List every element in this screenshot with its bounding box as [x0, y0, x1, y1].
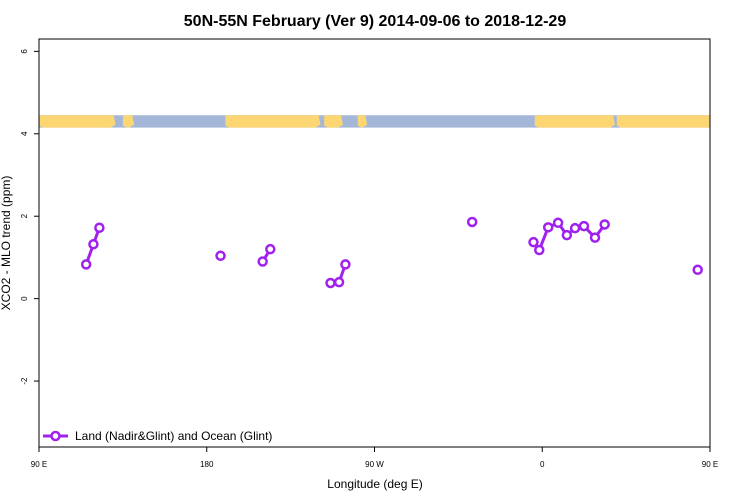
- data-point: [333, 276, 345, 288]
- x-tick-label: 180: [200, 460, 214, 469]
- legend-label: Land (Nadir&Glint) and Ocean (Glint): [75, 429, 272, 443]
- data-point: [325, 277, 336, 289]
- data-point: [578, 220, 590, 232]
- data-point: [692, 264, 703, 276]
- y-axis: -2 0 2 4 6: [20, 49, 39, 385]
- plot-area: [38, 38, 711, 448]
- map-land: [616, 115, 710, 128]
- map-land: [225, 115, 321, 128]
- series: [80, 216, 703, 289]
- legend-marker: [50, 430, 61, 442]
- x-axis: 90 E 180 90 W 0 90 E: [31, 447, 718, 469]
- data-point: [265, 243, 276, 255]
- data-point: [528, 236, 539, 248]
- y-tick-label: -2: [20, 377, 29, 385]
- data-point: [552, 217, 564, 229]
- map-land: [39, 115, 116, 128]
- y-tick-label: 6: [20, 49, 29, 54]
- data-point: [257, 256, 268, 267]
- chart-title: 50N-55N February (Ver 9) 2014-09-06 to 2…: [184, 13, 567, 30]
- map-land: [122, 115, 135, 128]
- data-point: [599, 219, 610, 230]
- map-land: [534, 115, 616, 128]
- data-point: [340, 259, 351, 270]
- map-strip: [39, 115, 749, 128]
- data-point: [542, 222, 554, 233]
- map-land: [357, 115, 368, 128]
- data-point: [589, 232, 601, 243]
- map-land: [324, 115, 343, 128]
- data-point: [88, 238, 99, 250]
- legend: Land (Nadir&Glint) and Ocean (Glint): [43, 429, 272, 443]
- data-point: [215, 250, 226, 262]
- y-tick-label: 2: [20, 213, 29, 218]
- y-tick-label: 0: [20, 296, 29, 301]
- data-point: [94, 222, 105, 234]
- data-point: [569, 222, 581, 234]
- x-tick-label: 90 E: [31, 460, 47, 469]
- data-point: [561, 229, 573, 241]
- y-tick-label: 4: [20, 131, 29, 136]
- x-tick-label: 90 W: [365, 460, 384, 469]
- data-point: [466, 216, 478, 228]
- map-land: [738, 115, 749, 127]
- data-point: [80, 259, 92, 270]
- y-axis-label: XCO2 - MLO trend (ppm): [0, 176, 13, 311]
- x-axis-label: Longitude (deg E): [327, 477, 422, 491]
- x-tick-label: 0: [540, 460, 545, 469]
- data-point: [534, 244, 545, 256]
- x-tick-label: 90 E: [702, 460, 718, 469]
